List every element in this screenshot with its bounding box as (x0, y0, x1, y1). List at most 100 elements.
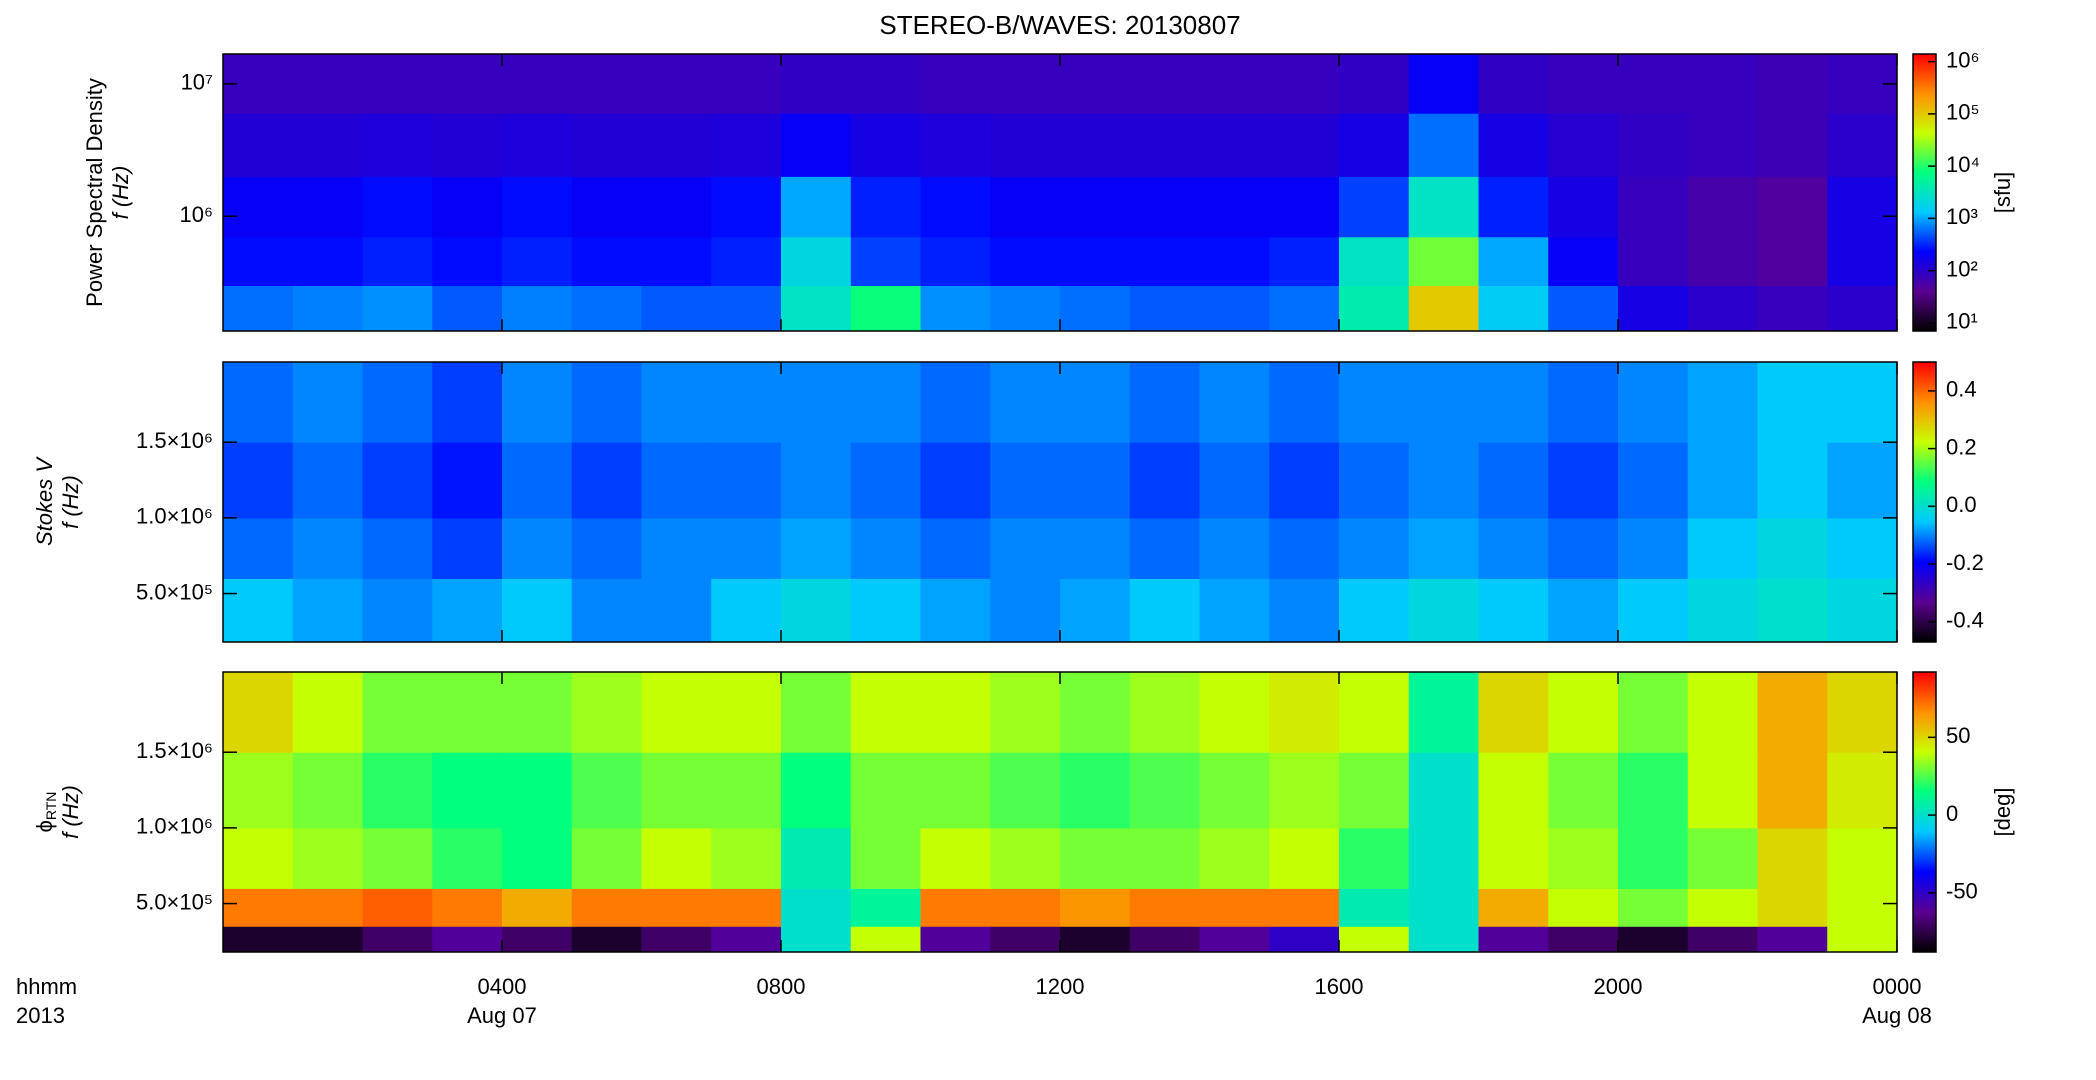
heatmap-cell (223, 176, 294, 238)
y-axis-label: f (Hz) (58, 475, 83, 529)
heatmap-cell (1408, 285, 1479, 332)
heatmap-cell (1757, 236, 1828, 287)
heatmap-cell (362, 517, 433, 579)
heatmap-cell (850, 285, 921, 332)
heatmap-cell (292, 752, 363, 829)
heatmap-cell (711, 113, 782, 177)
heatmap-cell (1687, 362, 1758, 443)
heatmap-cell (1060, 752, 1131, 829)
heatmap-cell (362, 442, 433, 519)
heatmap-cell (1269, 926, 1340, 953)
heatmap-cell (850, 672, 921, 753)
heatmap-cell (1199, 827, 1270, 889)
heatmap-cell (1060, 827, 1131, 889)
heatmap-cell (571, 113, 642, 177)
heatmap-cell (1269, 285, 1340, 332)
heatmap-cell (362, 54, 433, 114)
heatmap-cell (1129, 672, 1200, 753)
heatmap-cell (1408, 926, 1479, 953)
heatmap-cell (571, 517, 642, 579)
heatmap-cell (1199, 672, 1270, 753)
heatmap-cell (502, 926, 573, 953)
heatmap-cell (1548, 236, 1619, 287)
y-axis-label: f (Hz) (58, 785, 83, 839)
heatmap-cell (1408, 442, 1479, 519)
heatmap-cell (432, 672, 503, 753)
heatmap-cell (850, 888, 921, 927)
heatmap-cell (990, 752, 1061, 829)
heatmap-cell (292, 362, 363, 443)
heatmap-cell (1548, 517, 1619, 579)
heatmap-cell (1129, 442, 1200, 519)
heatmap-cell (990, 827, 1061, 889)
heatmap (223, 362, 1898, 643)
heatmap-cell (711, 285, 782, 332)
chart-title: STEREO-B/WAVES: 20130807 (879, 10, 1240, 40)
heatmap-cell (223, 926, 294, 953)
heatmap-cell (920, 285, 991, 332)
colorbar-tick-label: 10³ (1946, 204, 1978, 229)
heatmap-cell (1548, 672, 1619, 753)
heatmap-cell (1060, 888, 1131, 927)
heatmap-cell (1478, 285, 1549, 332)
heatmap-cell (1408, 236, 1479, 287)
heatmap-cell (1199, 578, 1270, 643)
heatmap-cell (502, 752, 573, 829)
heatmap-cell (990, 926, 1061, 953)
heatmap-cell (1548, 827, 1619, 889)
heatmap-cell (292, 113, 363, 177)
heatmap-cell (1269, 672, 1340, 753)
heatmap-cell (223, 827, 294, 889)
heatmap-cell (1339, 285, 1410, 332)
heatmap-cell (1827, 517, 1898, 579)
heatmap-cell (571, 362, 642, 443)
heatmap-cell (1129, 236, 1200, 287)
y-tick-label: 10⁷ (181, 70, 213, 95)
heatmap-cell (641, 113, 712, 177)
heatmap-cell (1199, 926, 1270, 953)
heatmap-cell (1060, 672, 1131, 753)
heatmap-cell (1478, 54, 1549, 114)
heatmap-cell (1199, 442, 1270, 519)
colorbar (1912, 361, 1937, 643)
heatmap-cell (711, 517, 782, 579)
heatmap-cell (1269, 362, 1340, 443)
heatmap-cell (641, 827, 712, 889)
heatmap-cell (850, 54, 921, 114)
heatmap-cell (1269, 113, 1340, 177)
heatmap-cell (223, 442, 294, 519)
heatmap-cell (1757, 442, 1828, 519)
heatmap-cell (432, 362, 503, 443)
heatmap-cell (1199, 888, 1270, 927)
heatmap-cell (1687, 442, 1758, 519)
heatmap-cell (502, 54, 573, 114)
heatmap-cell (292, 517, 363, 579)
heatmap-cell (502, 285, 573, 332)
heatmap-cell (1618, 517, 1689, 579)
heatmap-cell (1618, 442, 1689, 519)
x-tick-label: 0800 (757, 974, 806, 999)
x-axis-label: 2013 (16, 1003, 65, 1028)
heatmap-cell (1269, 578, 1340, 643)
colorbar-tick-label: -50 (1946, 879, 1978, 904)
heatmap-cell (1478, 362, 1549, 443)
heatmap-cell (571, 926, 642, 953)
heatmap-cell (1757, 176, 1828, 238)
y-axis-label: ϕRTN (32, 792, 59, 833)
y-axis-label-subscript: RTN (43, 792, 59, 821)
heatmap-cell (1478, 827, 1549, 889)
heatmap-cell (1408, 672, 1479, 753)
heatmap-cell (502, 176, 573, 238)
x-axis-label: hhmm (16, 974, 77, 999)
colorbar-tick-label: 10⁵ (1946, 100, 1980, 125)
heatmap-cell (711, 672, 782, 753)
heatmap-cell (1199, 113, 1270, 177)
heatmap-cell (571, 578, 642, 643)
heatmap-cell (1618, 362, 1689, 443)
heatmap-cell (432, 176, 503, 238)
x-tick-label: 1600 (1315, 974, 1364, 999)
heatmap-cell (1478, 442, 1549, 519)
heatmap-cell (292, 236, 363, 287)
heatmap-cell (292, 285, 363, 332)
heatmap-cell (1827, 236, 1898, 287)
